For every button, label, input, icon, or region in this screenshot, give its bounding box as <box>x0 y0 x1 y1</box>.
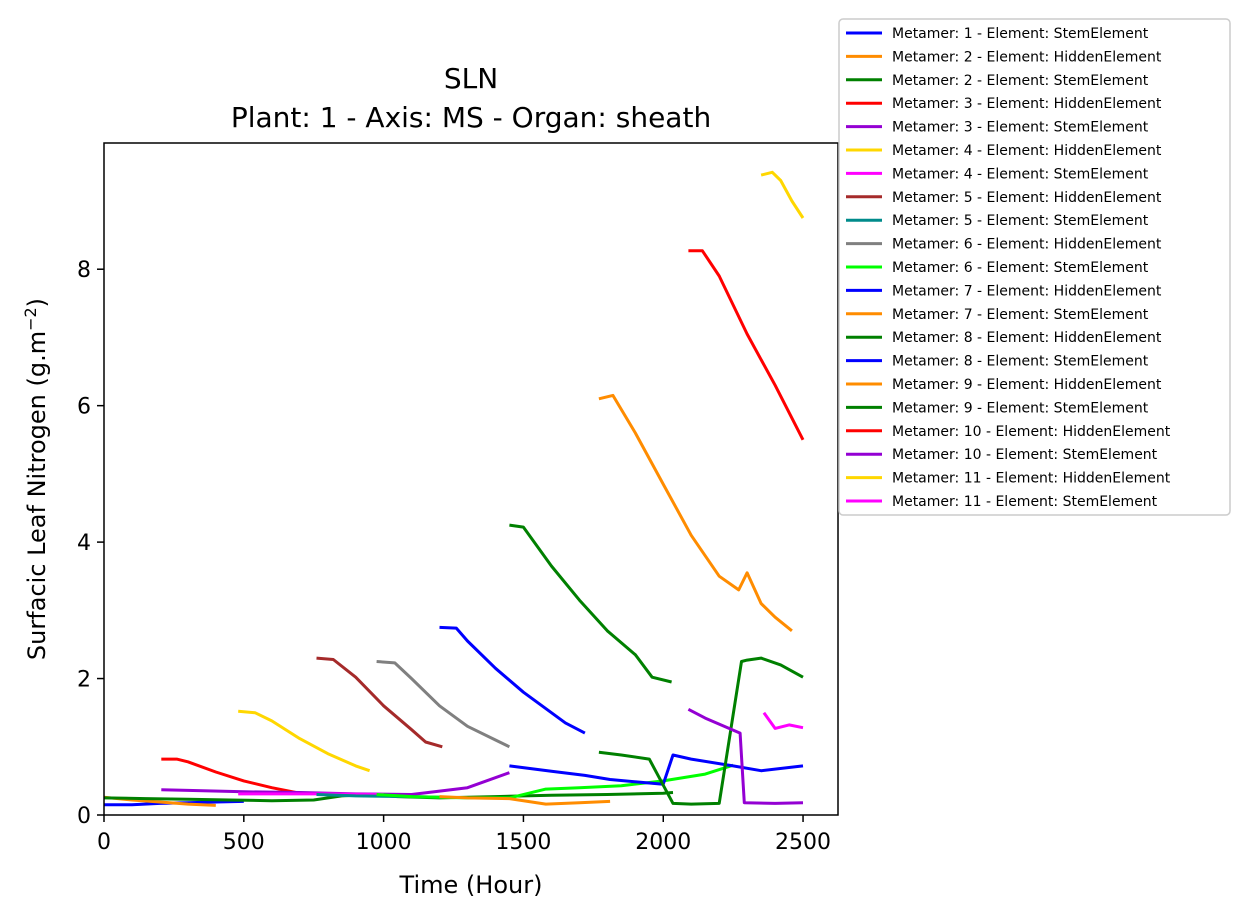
series-line-10 <box>376 660 511 749</box>
x-tick-label: 1500 <box>495 830 551 855</box>
legend: Metamer: 1 - Element: StemElement Metamer… <box>838 18 1231 516</box>
y-axis-label-main: Surfacic Leaf Nitrogen (g.m <box>23 331 51 660</box>
chart-title: SLN <box>444 62 498 95</box>
y-axis-label-exponent: −2 <box>21 307 40 331</box>
legend-entry: Metamer: 6 - Element: StemElement <box>892 260 1149 276</box>
y-tick-label: 8 <box>77 258 91 283</box>
y-axis-label: Surfacic Leaf Nitrogen (g.m−2) <box>21 298 51 660</box>
series-line-7 <box>238 792 384 796</box>
legend-entry: Metamer: 4 - Element: StemElement <box>892 166 1149 182</box>
x-axis-ticks: 0 500 1000 1500 2000 2500 <box>97 815 831 855</box>
series-line-17 <box>598 656 804 806</box>
series-line-18 <box>688 249 805 441</box>
series-line-5 <box>161 771 510 796</box>
legend-entry: Metamer: 9 - Element: HiddenElement <box>892 377 1162 393</box>
y-axis-ticks: 0 2 4 6 8 <box>77 258 104 829</box>
series-line-15 <box>509 753 804 786</box>
legend-entry: Metamer: 3 - Element: StemElement <box>892 120 1149 136</box>
series-line-21 <box>762 711 804 730</box>
legend-entry: Metamer: 11 - Element: StemElement <box>892 494 1158 510</box>
legend-entry: Metamer: 6 - Element: HiddenElement <box>892 237 1162 253</box>
legend-entry: Metamer: 8 - Element: StemElement <box>892 354 1149 370</box>
legend-entry: Metamer: 8 - Element: HiddenElement <box>892 330 1162 346</box>
x-tick-label: 2000 <box>635 830 691 855</box>
legend-entry: Metamer: 9 - Element: StemElement <box>892 400 1149 416</box>
legend-entry: Metamer: 5 - Element: StemElement <box>892 213 1149 229</box>
series-line-13 <box>439 795 611 806</box>
plot-frame <box>103 142 839 816</box>
legend-entry: Metamer: 10 - Element: HiddenElement <box>892 424 1171 440</box>
legend-entry: Metamer: 1 - Element: StemElement <box>892 26 1149 42</box>
legend-entry: Metamer: 4 - Element: HiddenElement <box>892 143 1162 159</box>
series-line-12 <box>439 625 586 735</box>
x-tick-label: 1000 <box>356 830 412 855</box>
legend-entry: Metamer: 2 - Element: HiddenElement <box>892 49 1162 65</box>
chart-subtitle: Plant: 1 - Axis: MS - Organ: sheath <box>231 101 711 134</box>
series-line-6 <box>238 709 371 773</box>
series-lines <box>103 170 805 807</box>
y-axis-label-end: ) <box>23 298 51 307</box>
legend-entry: Metamer: 5 - Element: HiddenElement <box>892 190 1162 206</box>
y-tick-label: 4 <box>77 531 91 556</box>
series-line-8 <box>316 656 443 749</box>
legend-entry: Metamer: 11 - Element: HiddenElement <box>892 471 1171 487</box>
y-tick-label: 0 <box>77 804 91 829</box>
x-tick-label: 500 <box>223 830 265 855</box>
series-line-4 <box>161 757 300 795</box>
series-line-16 <box>598 393 793 632</box>
x-axis-label: Time (Hour) <box>399 871 543 899</box>
x-tick-label: 2500 <box>775 830 831 855</box>
legend-frame <box>838 18 1231 516</box>
legend-entry: Metamer: 7 - Element: StemElement <box>892 307 1149 323</box>
y-tick-label: 2 <box>77 668 91 693</box>
series-line-20 <box>760 170 805 219</box>
legend-entry: Metamer: 10 - Element: StemElement <box>892 447 1158 463</box>
legend-entry: Metamer: 2 - Element: StemElement <box>892 73 1149 89</box>
legend-entry: Metamer: 3 - Element: HiddenElement <box>892 96 1162 112</box>
series-line-14 <box>509 523 672 684</box>
series-line-19 <box>687 707 804 805</box>
y-tick-label: 6 <box>77 395 91 420</box>
x-tick-label: 0 <box>97 830 111 855</box>
legend-entry: Metamer: 7 - Element: HiddenElement <box>892 283 1162 299</box>
